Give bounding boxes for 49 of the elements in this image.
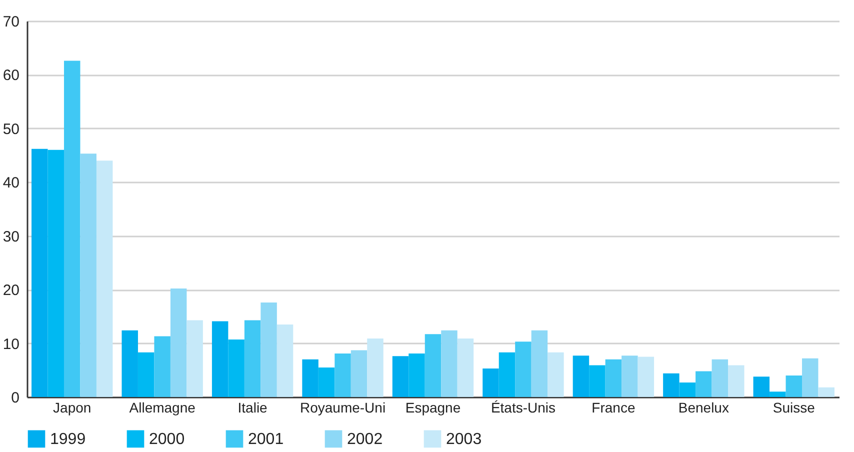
x-tick-label: France [592,400,636,416]
y-tick-label: 70 [2,14,20,30]
bar [80,154,96,397]
bar [696,371,712,397]
y-tick-label: 60 [2,67,20,84]
bar [424,334,442,397]
bar [818,387,834,397]
y-tick-label: 40 [2,174,20,192]
bar [712,359,728,397]
bar [367,338,384,397]
x-tick-label: Allemagne [129,400,196,416]
bar [350,350,368,397]
bar [802,358,818,397]
bar [96,160,113,397]
bar [531,330,548,397]
bar [515,342,532,397]
y-tick-label: 30 [2,228,20,246]
legend-label: 2003 [446,430,482,448]
legend-label: 2002 [347,430,383,448]
y-tick-label: 50 [2,120,20,138]
x-tick-label: États-Unis [490,400,556,416]
bar [244,320,261,397]
x-tick-label: Japon [53,400,92,416]
bar [170,288,187,397]
bar [276,324,294,397]
bar [260,302,277,397]
y-tick-label: 20 [2,282,20,300]
bar [622,356,638,397]
legend-label: 1999 [50,430,86,448]
bar [548,352,564,397]
x-tick-label: Italie [238,400,268,416]
legend-label: 2001 [248,430,284,448]
x-tick-label: Suisse [772,400,816,416]
bar [441,330,458,397]
bar [457,338,474,397]
x-tick-label: Espagne [405,400,461,416]
bar [786,376,802,397]
bar [638,356,654,397]
bar [728,365,744,397]
bar [334,353,351,397]
y-tick-label: 10 [2,336,20,353]
bar [64,60,80,397]
x-tick-label: Royaume-Uni [300,400,386,416]
bar [605,359,622,397]
legend-label: 2000 [149,430,185,448]
y-tick-label: 0 [11,390,20,406]
x-tick-label: Benelux [678,400,729,416]
bar [154,336,170,397]
bar [186,320,203,397]
